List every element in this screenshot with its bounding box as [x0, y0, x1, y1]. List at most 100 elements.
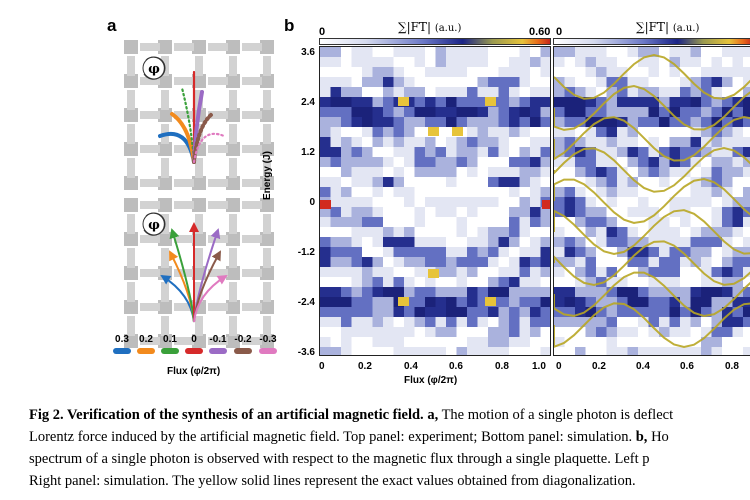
heatmap-cell: [330, 167, 341, 177]
heatmap-cell: [425, 247, 436, 257]
heatmap-cell: [638, 97, 649, 107]
heatmap-cell: [341, 297, 352, 307]
heatmap-cell: [627, 347, 638, 355]
heatmap-cell: [414, 297, 425, 307]
heatmap-cell: [690, 187, 701, 197]
heatmap-cell: [372, 187, 383, 197]
heatmap-cell: [564, 237, 575, 247]
lattice-bond: [161, 248, 169, 268]
heatmap-cell: [488, 57, 499, 67]
lattice-site: [260, 232, 274, 246]
caption-line: Lorentz force induced by the artificial …: [29, 429, 669, 445]
exact-eigenvalue-line: [554, 240, 750, 287]
heatmap-cell: [669, 337, 680, 347]
heatmap-cell: [351, 117, 362, 127]
lattice-bond: [140, 235, 160, 243]
heatmap-cell: [383, 77, 394, 87]
heatmap-cell: [477, 217, 488, 227]
heatmap-cell: [680, 337, 691, 347]
heatmap-cell: [414, 97, 425, 107]
heatmap-cell: [690, 97, 701, 107]
heatmap-cell: [509, 297, 520, 307]
heatmap-cell: [564, 167, 575, 177]
heatmap-cell: [606, 257, 617, 267]
legend-item: 0: [184, 334, 204, 354]
heatmap-cell: [509, 127, 520, 137]
heatmap-cell: [722, 167, 733, 177]
heatmap-cell: [488, 347, 499, 355]
heatmap-cell: [540, 77, 550, 87]
heatmap-cell: [669, 167, 680, 177]
lattice-bond: [174, 145, 194, 153]
lattice-bond: [263, 90, 271, 110]
heatmap-cell: [404, 247, 415, 257]
heatmap-cell: [669, 107, 680, 117]
heatmap-cell: [648, 117, 659, 127]
heatmap-cell: [446, 107, 457, 117]
heatmap-cell: [435, 57, 446, 67]
heatmap-cell: [711, 137, 722, 147]
heatmap-cell: [743, 217, 750, 227]
heatmap-cell: [585, 167, 596, 177]
heatmap-cell: [383, 337, 394, 347]
heatmap-cell: [404, 157, 415, 167]
heatmap-cell: [648, 287, 659, 297]
colorbar-right: [553, 38, 750, 45]
lattice-site: [226, 232, 240, 246]
heatmap-cell: [617, 127, 628, 137]
heatmap-cell: [477, 157, 488, 167]
heatmap-cell: [530, 217, 541, 227]
heatmap-cell: [690, 57, 701, 67]
heatmap-cell: [627, 227, 638, 237]
heatmap-cell: [638, 207, 649, 217]
heatmap-cell: [680, 307, 691, 317]
heatmap-cell: [341, 197, 352, 207]
heatmap-cell: [554, 197, 565, 207]
heatmap-cell: [554, 87, 565, 97]
heatmap-cell: [435, 187, 446, 197]
lattice-bond: [174, 337, 194, 345]
heatmap-cell: [509, 177, 520, 187]
heatmap-cell: [383, 97, 394, 107]
heatmap-cell: [446, 237, 457, 247]
heatmap-cell: [575, 237, 586, 247]
heatmap-cell: [564, 247, 575, 257]
heatmap-cell: [564, 207, 575, 217]
heatmap-cell: [446, 97, 457, 107]
heatmap-cell: [617, 47, 628, 57]
heatmap-cell: [362, 207, 373, 217]
heatmap-cell: [456, 297, 467, 307]
heatmap-cell: [372, 297, 383, 307]
heatmap-cell: [477, 117, 488, 127]
heatmap-cell: [722, 137, 733, 147]
lattice-bond: [127, 56, 135, 76]
heatmap-cell: [362, 237, 373, 247]
heatmap-cell: [488, 267, 499, 277]
heatmap-cell: [372, 97, 383, 107]
heatmap-cell: [606, 77, 617, 87]
heatmap-cell: [540, 57, 550, 67]
heatmap-cell: [585, 207, 596, 217]
heatmap-cell: [456, 307, 467, 317]
heatmap-cell: [585, 307, 596, 317]
heatmap-cell: [341, 137, 352, 147]
heatmap-cell: [680, 247, 691, 257]
heatmap-cell: [669, 317, 680, 327]
heatmap-cell: [564, 277, 575, 287]
heatmap-cell: [617, 227, 628, 237]
heatmap-cell: [320, 307, 331, 317]
colorbar-left-max: 0.60: [529, 26, 551, 38]
heatmap-cell: [498, 257, 509, 267]
heatmap-cell: [320, 87, 331, 97]
heatmap-cell: [404, 327, 415, 337]
heatmap-cell: [456, 317, 467, 327]
heatmap-cell: [732, 117, 743, 127]
heatmap-cell: [341, 47, 352, 57]
lattice-bond: [127, 214, 135, 234]
heatmap-cell: [414, 187, 425, 197]
heatmap-cell: [638, 127, 649, 137]
heatmap-cell: [606, 177, 617, 187]
heatmap-cell: [732, 177, 743, 187]
heatmap-cell: [372, 257, 383, 267]
heatmap-cell: [467, 197, 478, 207]
